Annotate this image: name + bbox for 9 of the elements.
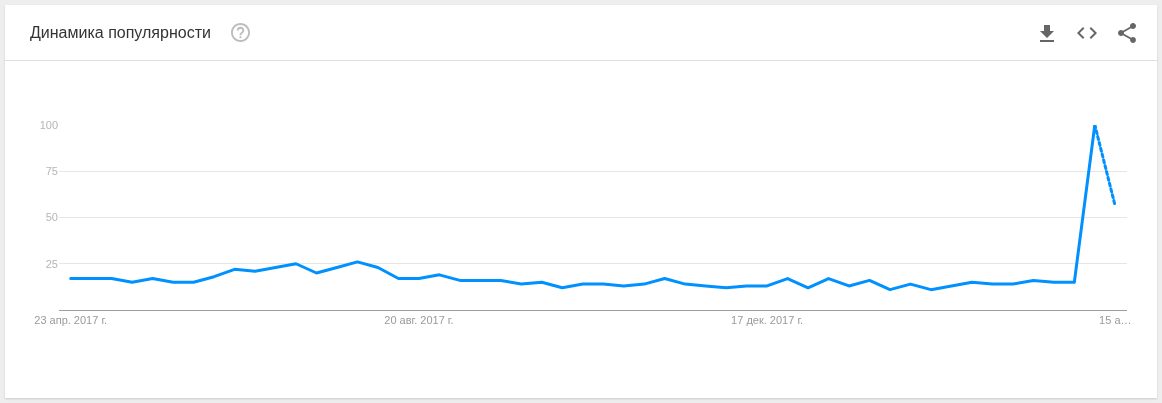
x-tick-label: 15 а…: [1099, 314, 1132, 327]
x-tick-label: 20 авг. 2017 г.: [384, 314, 454, 327]
chart-title: Динамика популярности: [30, 23, 211, 43]
y-tick-label: 75: [45, 165, 58, 178]
y-tick-label: 100: [39, 118, 58, 131]
x-tick-label: 17 дек. 2017 г.: [731, 314, 804, 327]
y-tick-label: 50: [45, 211, 58, 224]
x-tick-label: 23 апр. 2017 г.: [34, 314, 108, 327]
y-tick-label: 25: [45, 257, 58, 270]
